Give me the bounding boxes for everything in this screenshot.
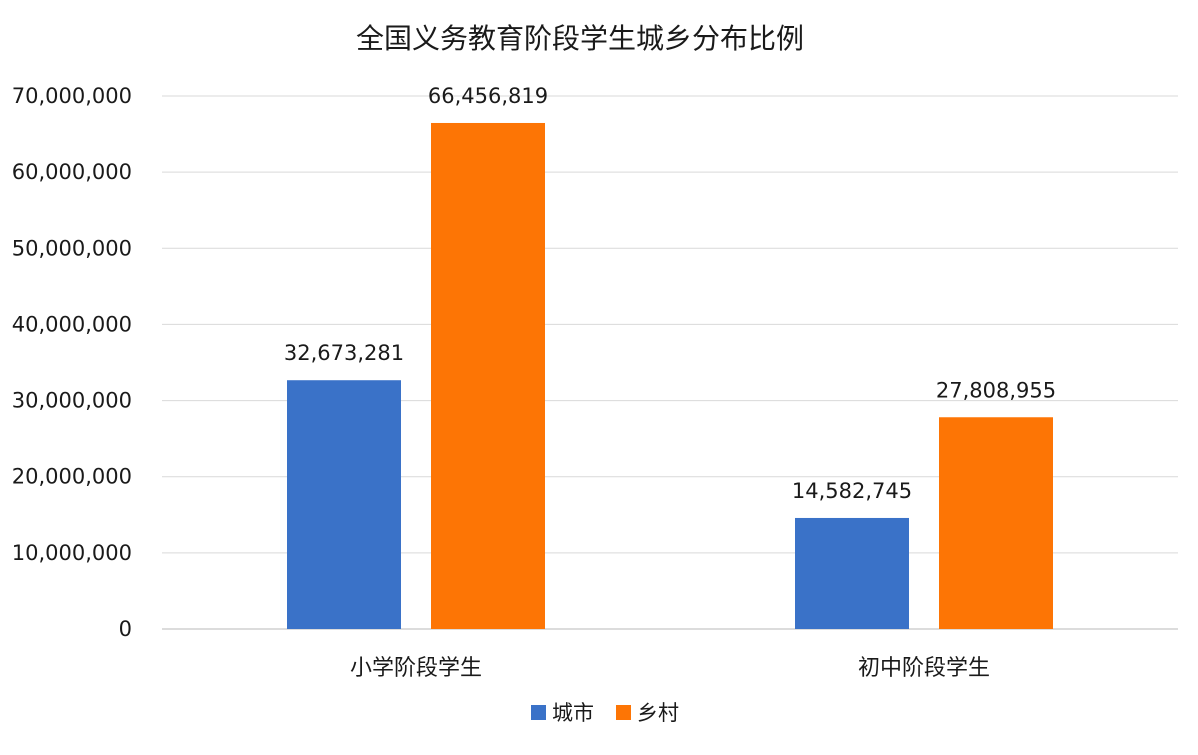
bar-city-primary bbox=[287, 380, 401, 629]
legend-item-rural[interactable]: 乡村 bbox=[616, 701, 679, 725]
x-category-label: 初中阶段学生 bbox=[858, 656, 990, 681]
y-tick-label: 60,000,000 bbox=[12, 160, 132, 184]
chart-title: 全国义务教育阶段学生城乡分布比例 bbox=[356, 22, 804, 55]
bar-city-junior bbox=[795, 517, 909, 629]
legend-swatch bbox=[616, 705, 631, 720]
y-tick-label: 30,000,000 bbox=[12, 389, 132, 413]
y-tick-label: 20,000,000 bbox=[12, 465, 132, 489]
y-tick-label: 10,000,000 bbox=[12, 541, 132, 565]
y-axis-ticks: 0 10,000,000 20,000,000 30,000,000 40,000,00… bbox=[12, 84, 132, 641]
y-tick-label: 70,000,000 bbox=[12, 84, 132, 108]
legend-swatch bbox=[531, 705, 546, 720]
y-tick-label: 50,000,000 bbox=[12, 236, 132, 260]
y-tick-label: 0 bbox=[119, 617, 132, 641]
bars bbox=[287, 122, 1053, 629]
bar-rural-junior bbox=[939, 417, 1053, 629]
data-label: 32,673,281 bbox=[284, 341, 404, 365]
x-axis-categories: 小学阶段学生 初中阶段学生 bbox=[350, 656, 990, 681]
legend[interactable]: 城市 乡村 bbox=[531, 701, 679, 725]
y-tick-label: 40,000,000 bbox=[12, 312, 132, 336]
data-label: 14,582,745 bbox=[792, 479, 912, 503]
x-category-label: 小学阶段学生 bbox=[350, 656, 482, 681]
legend-label: 城市 bbox=[552, 701, 594, 725]
legend-label: 乡村 bbox=[637, 701, 679, 725]
bar-rural-primary bbox=[431, 122, 545, 629]
data-labels: 32,673,281 66,456,819 14,582,745 27,808,955 bbox=[284, 84, 1056, 503]
data-label: 66,456,819 bbox=[428, 84, 548, 108]
legend-item-city[interactable]: 城市 bbox=[531, 701, 594, 725]
data-label: 27,808,955 bbox=[936, 378, 1056, 402]
